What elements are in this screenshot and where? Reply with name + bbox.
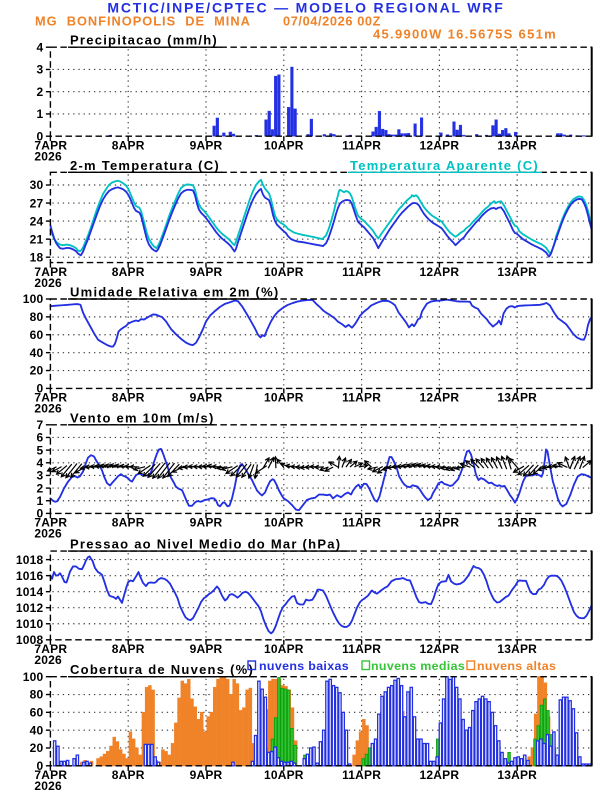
svg-text:12APR: 12APR xyxy=(420,265,460,279)
svg-text:11APR: 11APR xyxy=(342,642,381,656)
svg-text:9APR: 9APR xyxy=(190,138,223,152)
svg-text:2-m Temperatura (C): 2-m Temperatura (C) xyxy=(70,158,220,173)
svg-text:80: 80 xyxy=(30,688,44,702)
svg-text:11APR: 11APR xyxy=(342,265,381,279)
svg-text:8APR: 8APR xyxy=(112,516,145,530)
svg-text:8APR: 8APR xyxy=(112,138,145,152)
svg-text:27: 27 xyxy=(30,196,44,210)
svg-text:Pressao ao Nivel Medio do Mar: Pressao ao Nivel Medio do Mar (hPa) xyxy=(70,537,341,552)
svg-text:6: 6 xyxy=(37,431,44,445)
svg-text:1: 1 xyxy=(37,494,44,508)
svg-text:2: 2 xyxy=(37,481,44,495)
svg-text:18: 18 xyxy=(30,250,44,264)
svg-text:13APR: 13APR xyxy=(497,516,537,530)
svg-text:9APR: 9APR xyxy=(190,642,223,656)
svg-text:9APR: 9APR xyxy=(190,265,223,279)
svg-text:11APR: 11APR xyxy=(342,768,381,782)
svg-text:5: 5 xyxy=(37,443,44,457)
svg-text:3: 3 xyxy=(37,63,44,77)
svg-text:13APR: 13APR xyxy=(497,138,537,152)
svg-text:60: 60 xyxy=(30,706,44,720)
svg-text:Precipitacao (mm/h): Precipitacao (mm/h) xyxy=(70,33,218,48)
svg-text:20: 20 xyxy=(30,741,44,755)
svg-text:3: 3 xyxy=(37,469,44,483)
svg-text:10APR: 10APR xyxy=(264,768,304,782)
svg-text:11APR: 11APR xyxy=(342,391,381,405)
svg-text:13APR: 13APR xyxy=(497,391,537,405)
svg-text:60: 60 xyxy=(30,328,44,342)
svg-text:nuvens medias: nuvens medias xyxy=(371,659,465,673)
svg-text:11APR: 11APR xyxy=(342,516,381,530)
svg-text:24: 24 xyxy=(30,214,44,228)
svg-text:12APR: 12APR xyxy=(420,768,460,782)
svg-text:2: 2 xyxy=(37,85,44,99)
svg-text:40: 40 xyxy=(30,723,44,737)
svg-text:10APR: 10APR xyxy=(264,642,304,656)
svg-text:8APR: 8APR xyxy=(112,768,145,782)
svg-text:Vento em 10m (m/s): Vento em 10m (m/s) xyxy=(70,410,215,425)
svg-text:1016: 1016 xyxy=(16,569,44,583)
svg-text:1010: 1010 xyxy=(16,617,44,631)
svg-text:4: 4 xyxy=(37,40,44,54)
svg-text:10APR: 10APR xyxy=(264,265,304,279)
svg-text:8APR: 8APR xyxy=(112,642,145,656)
svg-text:80: 80 xyxy=(30,310,44,324)
svg-text:13APR: 13APR xyxy=(497,642,537,656)
svg-text:Cobertura de Nuvens (%): Cobertura de Nuvens (%) xyxy=(70,662,254,677)
svg-text:12APR: 12APR xyxy=(420,516,460,530)
svg-text:12APR: 12APR xyxy=(420,642,460,656)
svg-text:8APR: 8APR xyxy=(112,265,145,279)
svg-text:2026: 2026 xyxy=(34,653,62,667)
svg-text:07/04/2026 00Z: 07/04/2026 00Z xyxy=(283,14,381,29)
svg-text:1014: 1014 xyxy=(16,585,44,599)
svg-text:9APR: 9APR xyxy=(190,516,223,530)
svg-text:Temperatura Aparente (C): Temperatura Aparente (C) xyxy=(350,158,539,173)
svg-text:1018: 1018 xyxy=(16,553,44,567)
svg-text:21: 21 xyxy=(30,232,44,246)
svg-text:10APR: 10APR xyxy=(264,391,304,405)
svg-text:1012: 1012 xyxy=(16,601,44,615)
svg-text:9APR: 9APR xyxy=(190,768,223,782)
svg-text:12APR: 12APR xyxy=(420,391,460,405)
svg-text:nuvens baixas: nuvens baixas xyxy=(259,659,349,673)
svg-text:2026: 2026 xyxy=(34,527,62,541)
svg-text:11APR: 11APR xyxy=(342,138,381,152)
svg-text:1: 1 xyxy=(37,107,44,121)
svg-text:9APR: 9APR xyxy=(190,391,223,405)
svg-text:4: 4 xyxy=(37,456,44,470)
svg-text:40: 40 xyxy=(30,346,44,360)
svg-text:30: 30 xyxy=(30,178,44,192)
svg-text:8APR: 8APR xyxy=(112,391,145,405)
svg-text:12APR: 12APR xyxy=(420,138,460,152)
svg-text:100: 100 xyxy=(23,670,44,684)
svg-text:20: 20 xyxy=(30,364,44,378)
svg-text:Umidade Relativa em 2m (%): Umidade Relativa em 2m (%) xyxy=(70,285,280,300)
svg-text:13APR: 13APR xyxy=(497,768,537,782)
svg-text:45.9900W 16.5675S 651m: 45.9900W 16.5675S 651m xyxy=(373,27,557,42)
svg-text:nuvens altas: nuvens altas xyxy=(477,659,556,673)
svg-text:100: 100 xyxy=(23,292,44,306)
svg-text:10APR: 10APR xyxy=(264,138,304,152)
svg-text:10APR: 10APR xyxy=(264,516,304,530)
svg-text:2026: 2026 xyxy=(34,149,62,163)
svg-text:7: 7 xyxy=(37,418,44,432)
svg-text:2026: 2026 xyxy=(34,276,62,290)
svg-text:MG BONFINOPOLIS DE MINA: MG BONFINOPOLIS DE MINA xyxy=(35,14,251,29)
svg-text:13APR: 13APR xyxy=(497,265,537,279)
svg-text:2026: 2026 xyxy=(34,402,62,416)
svg-text:2026: 2026 xyxy=(34,779,62,792)
